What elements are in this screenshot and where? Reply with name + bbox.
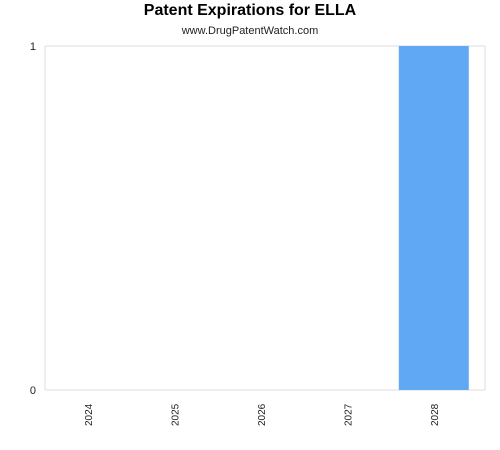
x-tick-label: 2028 (430, 403, 441, 426)
y-tick-label: 1 (30, 41, 36, 53)
x-tick-label: 2027 (343, 403, 354, 426)
bar (399, 46, 469, 390)
x-tick-label: 2025 (171, 403, 182, 426)
y-tick-label: 0 (30, 385, 36, 397)
x-tick-label: 2026 (257, 403, 268, 426)
x-tick-label: 2024 (84, 403, 95, 426)
